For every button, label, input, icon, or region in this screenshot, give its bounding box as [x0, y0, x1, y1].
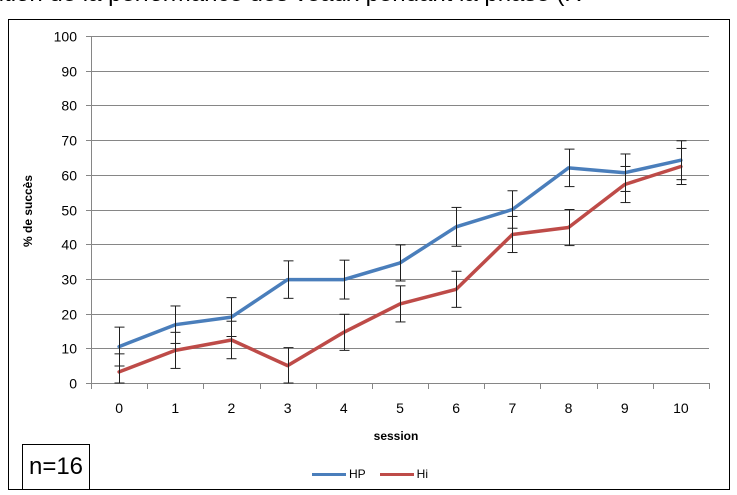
y-tick-labels: 0 10 20 30 40 50 60 70 80 90 100 [54, 29, 78, 392]
x-tick-label: 1 [171, 400, 179, 416]
legend-swatch-hi [379, 472, 414, 476]
x-tick-label: 9 [621, 400, 629, 416]
y-tick-label: 20 [61, 307, 77, 323]
legend-label-hp: HP [349, 467, 366, 481]
x-tick-labels: 0 1 2 3 4 5 6 7 8 9 10 [115, 400, 689, 416]
error-bar-hi [564, 209, 575, 247]
y-tick-label: 60 [61, 168, 77, 184]
axes [86, 36, 710, 389]
y-tick-label: 40 [61, 237, 77, 253]
x-tick-label: 0 [115, 400, 123, 416]
error-bar-hi [170, 331, 181, 369]
x-tick-label: 4 [340, 400, 348, 416]
error-bar-hi [339, 313, 350, 351]
legend-label-hi: Hi [416, 467, 429, 481]
y-tick-label: 100 [54, 29, 78, 45]
y-tick-label: 10 [61, 341, 77, 357]
y-tick-label: 50 [61, 203, 77, 219]
chart-border [8, 19, 730, 490]
legend-swatch-hp [312, 472, 346, 476]
y-tick-label: 0 [69, 376, 77, 392]
error-bar-hp [339, 259, 350, 300]
error-bar-hp [283, 260, 294, 299]
y-tick-label: 30 [61, 272, 77, 288]
error-bar-hp [564, 148, 575, 188]
error-bar-hp [395, 244, 406, 282]
error-bar-hi [507, 215, 518, 254]
x-tick-label: 2 [228, 400, 236, 416]
x-tick-label: 3 [284, 400, 292, 416]
y-axis-label: % de succès [21, 175, 35, 247]
error-bar-hp [451, 206, 462, 247]
gridlines [91, 36, 709, 349]
chart-title: olution de la performance des veaux pend… [0, 0, 582, 8]
x-tick-label: 5 [396, 400, 404, 416]
error-bar-hi [226, 320, 237, 360]
x-axis-label: session [374, 429, 419, 443]
legend-item-hi: Hi [379, 467, 429, 481]
error-bar-hi [676, 147, 687, 186]
x-tick-label: 6 [452, 400, 460, 416]
x-tick-label: 7 [508, 400, 516, 416]
error-bars [114, 140, 687, 384]
y-tick-label: 80 [61, 98, 77, 114]
chart-title-container: olution de la performance des veaux pend… [0, 0, 737, 16]
y-tick-label: 90 [61, 64, 77, 80]
sample-size-box: n=16 [22, 444, 90, 490]
x-tick-label: 8 [565, 400, 573, 416]
error-bar-hi [114, 353, 125, 384]
y-tick-label: 70 [61, 133, 77, 149]
error-bar-hi [395, 285, 406, 323]
error-bar-hi [283, 347, 294, 384]
legend-item-hp: HP [312, 467, 366, 481]
legend: HP Hi [312, 466, 442, 482]
error-bar-hi [451, 270, 462, 308]
x-tick-label: 10 [673, 400, 689, 416]
error-bar-hi [620, 165, 631, 204]
